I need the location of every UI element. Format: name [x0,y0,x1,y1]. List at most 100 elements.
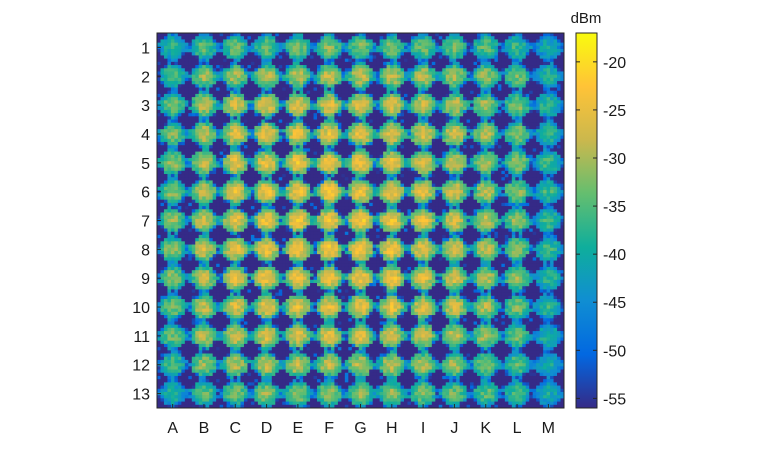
colorbar-scale [575,32,598,409]
heatmap-cell-E5 [282,148,314,178]
heatmap-cell-C7 [219,206,252,236]
y-tick-label-1: 1 [141,40,150,57]
heatmap-cell-L13 [501,379,534,409]
heatmap-cell-I3 [407,90,440,120]
heatmap-cell-M2 [532,61,565,92]
heatmap-cell-K10 [470,292,502,322]
colorbar-tick-label: -40 [603,247,626,264]
heatmap-cell-L12 [501,350,534,380]
heatmap-cell-A12 [157,350,189,380]
heatmap-cell-J6 [438,177,471,207]
heatmap-cell-J2 [438,61,471,92]
heatmap-cell-C5 [219,148,252,178]
colorbar-tick-label: -55 [603,391,626,408]
x-tick-label-L: L [513,420,522,437]
heatmap-cell-C9 [219,263,252,293]
heatmap-cell-D13 [250,379,283,409]
heatmap-cell-H5 [376,148,408,178]
heatmap-cell-M4 [532,119,565,149]
heatmap-cell-G11 [344,321,377,351]
colorbar-tick-label: -25 [603,103,626,120]
heatmap-cell-A1 [157,33,189,63]
heatmap-cell-F7 [313,206,346,236]
y-tick-label-8: 8 [141,242,150,259]
heatmap-cell-I11 [407,321,440,351]
y-tick-label-5: 5 [141,156,150,173]
heatmap-cell-J11 [438,321,471,351]
heatmap-cell-A5 [157,148,189,178]
heatmap-cell-K6 [470,177,502,207]
heatmap-cell-J9 [438,263,471,293]
heatmap-cell-M5 [532,148,565,178]
colorbar-tick-label: -20 [603,55,626,72]
heatmap-cell-A11 [157,321,189,351]
x-tick-label-E: E [293,420,304,437]
y-tick-label-11: 11 [133,329,150,346]
colorbar-tick-label: -35 [603,199,626,216]
heatmap-cell-E13 [282,379,314,409]
heatmap-cell-M9 [532,263,565,293]
heatmap-cell-B10 [188,292,220,322]
heatmap-cell-I10 [407,292,440,322]
heatmap-cell-G2 [344,61,377,92]
heatmap-cell-K7 [470,206,502,236]
heatmap-cell-E9 [282,263,314,293]
heatmap-cell-D9 [250,263,283,293]
y-tick-label-2: 2 [141,69,150,86]
heatmap-cell-A3 [157,90,189,120]
y-tick-label-3: 3 [141,98,150,115]
heatmap-cell-K12 [470,350,502,380]
heatmap-cell-H7 [376,206,408,236]
heatmap-cell-B4 [188,119,220,149]
heatmap-cell-F12 [313,350,346,380]
heatmap-cell-E6 [282,177,314,207]
heatmap-cell-G10 [344,292,377,322]
heatmap-cell-I9 [407,263,440,293]
colorbar-ticks: -20 -25 -30 -35 -40 -45 -50 -55 [576,55,626,408]
heatmap-cell-M13 [532,379,565,409]
heatmap-cell-B6 [188,177,220,207]
heatmap-cell-A10 [157,292,189,322]
heatmap-cell-F4 [313,119,346,149]
heatmap-cell-K3 [470,90,502,120]
heatmap-cell-I7 [407,206,440,236]
heatmap-cell-G6 [344,177,377,207]
heatmap-cell-F5 [313,148,346,178]
heatmap-cell-E12 [282,350,314,380]
heatmap-cell-L2 [501,61,534,92]
heatmap-cell-L6 [501,177,534,207]
heatmap-cell-C12 [219,350,252,380]
x-tick-label-G: G [354,420,366,437]
x-axis-ticks: A B C D E F G H I J K L M [167,404,555,437]
x-tick-label-K: K [480,420,491,437]
heatmap-cell-I4 [407,119,440,149]
heatmap-cell-L10 [501,292,534,322]
y-tick-label-4: 4 [141,127,150,144]
heatmap-cell-B9 [188,263,220,293]
heatmap-cell-L3 [501,90,534,120]
heatmap-cell-G4 [344,119,377,149]
heatmap-cell-M6 [532,177,565,207]
y-tick-label-13: 13 [132,387,150,404]
colorbar-unit-label: dBm [571,10,602,27]
heatmap-cell-A8 [157,234,189,265]
heatmap-cell-M7 [532,206,565,236]
heatmap-cell-F2 [313,61,346,92]
heatmap-cell-J3 [438,90,471,120]
heatmap-cell-L9 [501,263,534,293]
heatmap-cell-G3 [344,90,377,120]
heatmap-cell-A7 [157,206,189,236]
x-tick-label-D: D [261,420,273,437]
heatmap-cell-H11 [376,321,408,351]
heatmap-cell-I5 [407,148,440,178]
heatmap-cell-J10 [438,292,471,322]
x-tick-label-J: J [450,420,458,437]
heatmap-cell-M10 [532,292,565,322]
heatmap-cell-C13 [219,379,252,409]
heatmap-cell-J5 [438,148,471,178]
heatmap-cell-B3 [188,90,220,120]
heatmap-cell-B1 [188,33,220,63]
heatmap-cell-B13 [188,379,220,409]
heatmap-cell-H4 [376,119,408,149]
